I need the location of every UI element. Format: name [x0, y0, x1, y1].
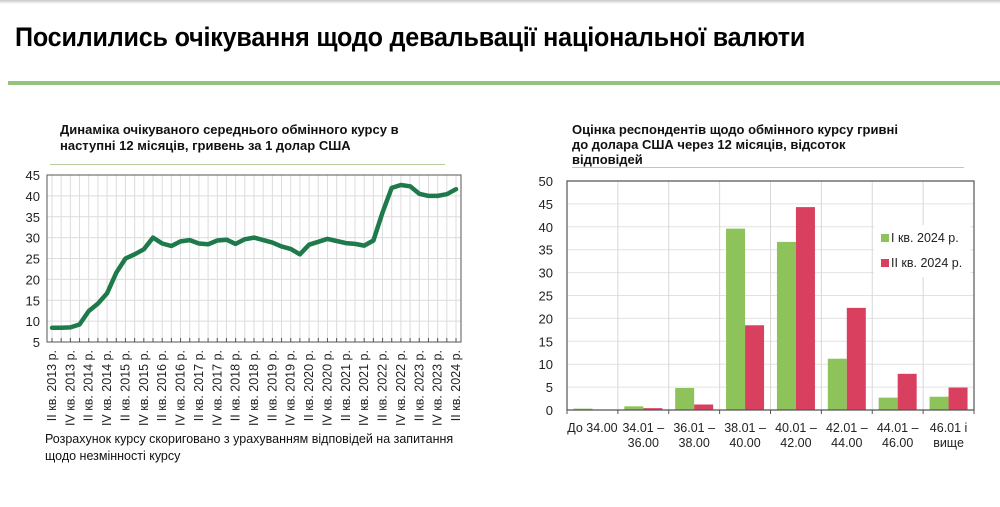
page-title: Посилились очікування щодо девальвації н…	[15, 22, 806, 52]
bar-q1-2024	[726, 228, 746, 410]
y-tick-label: 50	[539, 174, 553, 189]
y-tick-label: 5	[33, 335, 40, 350]
x-tick-label: II кв. 2015 р.	[118, 350, 132, 421]
bar-q1-2024	[878, 397, 898, 410]
x-tick-label: II кв. 2017 р.	[192, 350, 206, 421]
bar-q2-2024	[795, 207, 815, 410]
right-chart-title-line2: до долара США через 12 місяців, відсоток	[572, 137, 846, 152]
x-tick-label: II кв. 2021 р.	[339, 350, 353, 421]
y-tick-label: 45	[539, 197, 553, 212]
left-chart-title: Динаміка очікуваного середнього обмінног…	[60, 122, 399, 154]
legend-label: I кв. 2024 р.	[891, 231, 959, 245]
x-category-label: 46.00	[882, 436, 913, 450]
x-tick-label: II кв. 2014 р.	[82, 350, 96, 421]
x-tick-label: II кв. 2023 р.	[412, 350, 426, 421]
footnote-line1: Розрахунок курсу скориговано з урахуванн…	[45, 432, 454, 446]
y-tick-label: 40	[26, 189, 40, 204]
x-tick-label: II кв. 2019 р.	[265, 350, 279, 421]
x-tick-label: II кв. 2016 р.	[155, 350, 169, 421]
legend-swatch-q1	[881, 234, 889, 242]
y-tick-label: 25	[26, 252, 40, 267]
left-chart-title-line2: наступні 12 місяців, гривень за 1 долар …	[60, 138, 351, 153]
y-tick-label: 0	[546, 403, 553, 418]
x-category-label: 36.00	[628, 436, 659, 450]
y-tick-label: 15	[539, 334, 553, 349]
x-tick-label: IV кв. 2023 р.	[431, 350, 445, 426]
bar-q2-2024	[643, 408, 663, 410]
bar-q1-2024	[827, 358, 847, 410]
x-tick-label: IV кв. 2017 р.	[210, 350, 224, 426]
y-tick-label: 25	[539, 289, 553, 304]
x-category-label: 44.01 –	[877, 421, 919, 435]
x-tick-label: IV кв. 2021 р.	[357, 350, 371, 426]
legend-swatch-q2	[881, 259, 889, 267]
y-tick-label: 35	[26, 210, 40, 225]
y-tick-label: 20	[26, 272, 40, 287]
y-tick-label: 35	[539, 243, 553, 258]
x-category-label: 40.01 –	[775, 421, 817, 435]
bar-q2-2024	[846, 307, 866, 410]
y-tick-label: 30	[26, 231, 40, 246]
x-tick-label: IV кв. 2016 р.	[174, 350, 188, 426]
x-tick-label: IV кв. 2020 р.	[320, 350, 334, 426]
x-tick-label: II кв. 2024 р.	[449, 350, 463, 421]
y-tick-label: 10	[26, 314, 40, 329]
x-tick-label: II кв. 2018 р.	[229, 350, 243, 421]
x-category-label: вище	[933, 436, 964, 450]
x-category-label: 38.01 –	[724, 421, 766, 435]
x-category-label: 44.00	[831, 436, 862, 450]
x-tick-label: IV кв. 2013 р.	[63, 350, 77, 426]
left-chart-title-line1: Динаміка очікуваного середнього обмінног…	[60, 122, 399, 137]
bar-q1-2024	[624, 406, 644, 410]
y-tick-label: 15	[26, 293, 40, 308]
bar-chart: 0 5 10 15 20 25 30 35 40 45 50 До 34.00 34.01 –36.00…	[539, 174, 975, 450]
x-category-label: 42.00	[780, 436, 811, 450]
title-divider	[8, 81, 1000, 85]
y-tick-label: 30	[539, 266, 553, 281]
x-tick-label: II кв. 2020 р.	[302, 350, 316, 421]
bar-q1-2024	[573, 408, 593, 410]
right-chart-title-line3: відповідей	[572, 152, 643, 167]
exchange-rate-line	[49, 182, 459, 331]
x-tick-label: IV кв. 2022 р.	[394, 350, 408, 426]
x-category-label: До 34.00	[567, 421, 617, 435]
top-shadow	[0, 0, 1000, 4]
x-tick-label: IV кв. 2019 р.	[284, 350, 298, 426]
x-category-label: 46.01 і	[930, 421, 968, 435]
legend-box	[874, 225, 970, 277]
x-tick-label: IV кв. 2018 р.	[247, 350, 261, 426]
right-chart-title-line1: Оцінка респондентів щодо обмінного курсу…	[572, 122, 898, 137]
right-chart-title-rule	[572, 167, 964, 168]
y-tick-label: 45	[26, 168, 40, 183]
bar-q2-2024	[694, 404, 714, 410]
bar-q2-2024	[745, 325, 765, 410]
left-chart-title-rule	[50, 164, 445, 165]
x-tick-label: II кв. 2022 р.	[376, 350, 390, 421]
x-category-label: 42.01 –	[826, 421, 868, 435]
bar-q2-2024	[948, 387, 968, 410]
x-category-label: 34.01 –	[622, 421, 664, 435]
bar-q2-2024	[897, 373, 917, 410]
bar-q1-2024	[776, 241, 796, 410]
bar-q1-2024	[675, 388, 695, 410]
x-tick-label: IV кв. 2015 р.	[137, 350, 151, 426]
line-chart: 5 10 15 20 25 30 35 40 45 II кв. 2013 р. IV кв. 20…	[26, 168, 463, 426]
footnote-line2: щодо незмінності курсу	[45, 449, 181, 463]
left-chart-footnote: Розрахунок курсу скориговано з урахуванн…	[45, 431, 453, 465]
x-category-label: 36.01 –	[673, 421, 715, 435]
x-tick-label: IV кв. 2014 р.	[100, 350, 114, 426]
x-tick-label: II кв. 2013 р.	[45, 350, 59, 421]
right-chart-title: Оцінка респондентів щодо обмінного курсу…	[572, 122, 898, 167]
y-tick-label: 40	[539, 220, 553, 235]
x-category-label: 38.00	[679, 436, 710, 450]
y-tick-label: 20	[539, 311, 553, 326]
y-tick-label: 10	[539, 357, 553, 372]
x-category-label: 40.00	[729, 436, 760, 450]
y-tick-label: 5	[546, 380, 553, 395]
legend-label: II кв. 2024 р.	[891, 256, 962, 270]
bar-q1-2024	[929, 396, 949, 410]
